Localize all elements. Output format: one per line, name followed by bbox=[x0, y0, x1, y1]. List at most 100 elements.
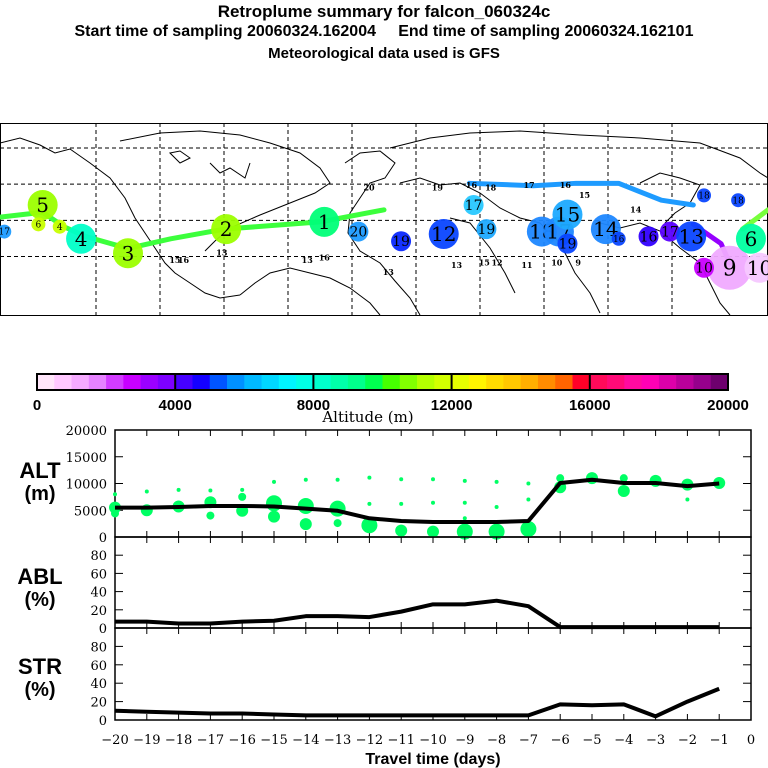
abl-panel-label: ABL bbox=[17, 564, 62, 589]
x-tick-label: −18 bbox=[165, 733, 192, 748]
cluster-circle bbox=[309, 206, 340, 237]
cluster-circle bbox=[707, 245, 752, 290]
y-tick-label: 0 bbox=[99, 531, 107, 546]
track-upper bbox=[466, 180, 696, 208]
colorbar-cell bbox=[54, 374, 73, 390]
altitude-scatter-point bbox=[240, 487, 245, 492]
colorbar-tick-label: 0 bbox=[33, 397, 41, 414]
day-label: 16 bbox=[466, 180, 478, 190]
y-tick-label: 20 bbox=[90, 604, 107, 619]
colorbar-cell bbox=[123, 374, 142, 390]
cluster-label: 12 bbox=[431, 222, 456, 246]
colorbar-cell bbox=[520, 374, 539, 390]
colorbar-cell bbox=[37, 374, 55, 390]
colorbar-cell bbox=[589, 374, 608, 390]
colorbar-cell bbox=[261, 374, 280, 390]
altitude-scatter-point bbox=[144, 489, 149, 494]
cluster-marker: 16 bbox=[611, 231, 626, 246]
cluster-marker: 18 bbox=[697, 188, 711, 203]
panel-alt: 0 5000 10000 15000 20000 bbox=[66, 424, 752, 546]
cluster-circle bbox=[428, 218, 459, 249]
coastline bbox=[239, 267, 381, 316]
colorbar-cell bbox=[175, 374, 193, 390]
cluster-marker: 20 bbox=[348, 221, 369, 242]
colorbar-tick-label: 8000 bbox=[297, 397, 330, 414]
colorbar-cell bbox=[330, 374, 349, 390]
day-label: 11 bbox=[521, 260, 532, 270]
x-tick-label: −5 bbox=[582, 733, 601, 748]
altitude-scatter-point bbox=[176, 487, 181, 492]
cluster-circle bbox=[211, 214, 242, 245]
y-tick-label: 60 bbox=[90, 567, 107, 582]
cluster-marker: 6 bbox=[735, 223, 766, 254]
cluster-label: 9 bbox=[723, 256, 737, 281]
altitude-scatter-point bbox=[520, 520, 537, 537]
cluster-circle bbox=[735, 223, 766, 254]
colorbar-cell bbox=[157, 374, 176, 390]
day-label: 10 bbox=[551, 257, 563, 267]
cluster-label: 17 bbox=[465, 198, 483, 214]
altitude-scatter-point bbox=[367, 475, 372, 480]
altitude-scatter-point bbox=[456, 523, 473, 540]
cluster-marker: 19 bbox=[476, 219, 497, 240]
cluster-marker: 4 bbox=[66, 223, 97, 254]
day-label: 13 bbox=[383, 267, 395, 277]
day-label: 17 bbox=[523, 180, 534, 190]
y-tick-label: 20000 bbox=[66, 424, 107, 439]
coastline bbox=[0, 137, 241, 299]
altitude-scatter-point bbox=[268, 510, 280, 523]
altitude-scatter-point bbox=[713, 476, 726, 489]
cluster-circle bbox=[659, 221, 680, 242]
cluster-circle bbox=[744, 252, 768, 283]
day-label: 13 bbox=[216, 248, 228, 258]
x-tick-label: −19 bbox=[133, 733, 160, 748]
cluster-label: 10 bbox=[747, 256, 768, 280]
altitude-scatter-point bbox=[206, 511, 215, 520]
x-tick-label: −20 bbox=[101, 733, 128, 748]
colorbar-tick-label: 12000 bbox=[431, 397, 473, 414]
cluster-circle bbox=[638, 226, 659, 247]
colorbar-cell bbox=[399, 374, 418, 390]
str-panel-label: STR bbox=[18, 654, 62, 679]
colorbar-cells bbox=[36, 373, 729, 391]
cluster-marker: 17 bbox=[659, 221, 680, 242]
colorbar-cell bbox=[71, 374, 90, 390]
colorbar-cell bbox=[192, 374, 211, 390]
plot-content: 0 5000 10000 15000 20000 0 20 40 60 80 0 20 40 60 80 −2… bbox=[66, 424, 756, 748]
coastline bbox=[209, 162, 251, 179]
y-tick-label: 80 bbox=[90, 549, 107, 564]
altitude-scatter-point bbox=[367, 501, 372, 506]
x-tick-label: −4 bbox=[614, 733, 633, 748]
x-axis-label: Travel time (days) bbox=[365, 751, 500, 768]
altitude-scatter-point bbox=[526, 481, 531, 486]
cluster-label: 4 bbox=[57, 223, 63, 233]
colorbar-cell bbox=[624, 374, 643, 390]
day-label: 16 bbox=[178, 255, 190, 265]
day-label: 18 bbox=[485, 183, 497, 193]
cluster-circle bbox=[348, 221, 369, 242]
day-label: 13 bbox=[451, 260, 463, 270]
cluster-circle bbox=[463, 195, 484, 216]
cluster-circle bbox=[697, 188, 711, 203]
cluster-circle bbox=[0, 224, 12, 239]
y-tick-label: 15000 bbox=[66, 451, 107, 466]
x-tick-label: 0 bbox=[747, 733, 755, 748]
colorbar-cell bbox=[486, 374, 504, 390]
cluster-marker: 12 bbox=[428, 218, 459, 249]
colorbar-cell bbox=[140, 374, 159, 390]
coastline bbox=[389, 130, 768, 179]
altitude-scatter-point bbox=[333, 519, 342, 528]
y-tick-label: 0 bbox=[99, 714, 107, 729]
cluster-marker: 10 bbox=[744, 252, 768, 283]
cluster-label: 5 bbox=[36, 193, 49, 217]
colorbar-cell bbox=[313, 374, 332, 390]
cluster-circle bbox=[66, 223, 97, 254]
cluster-marker: 6 bbox=[31, 217, 46, 232]
colorbar-cell bbox=[417, 374, 435, 390]
colorbar-cell bbox=[296, 374, 314, 390]
cluster-marker: 13 bbox=[676, 221, 707, 252]
cluster-label: 1 bbox=[318, 210, 331, 234]
cluster-label: 18 bbox=[732, 196, 744, 206]
altitude-scatter-point bbox=[395, 524, 408, 537]
day-label: 12 bbox=[491, 257, 502, 267]
